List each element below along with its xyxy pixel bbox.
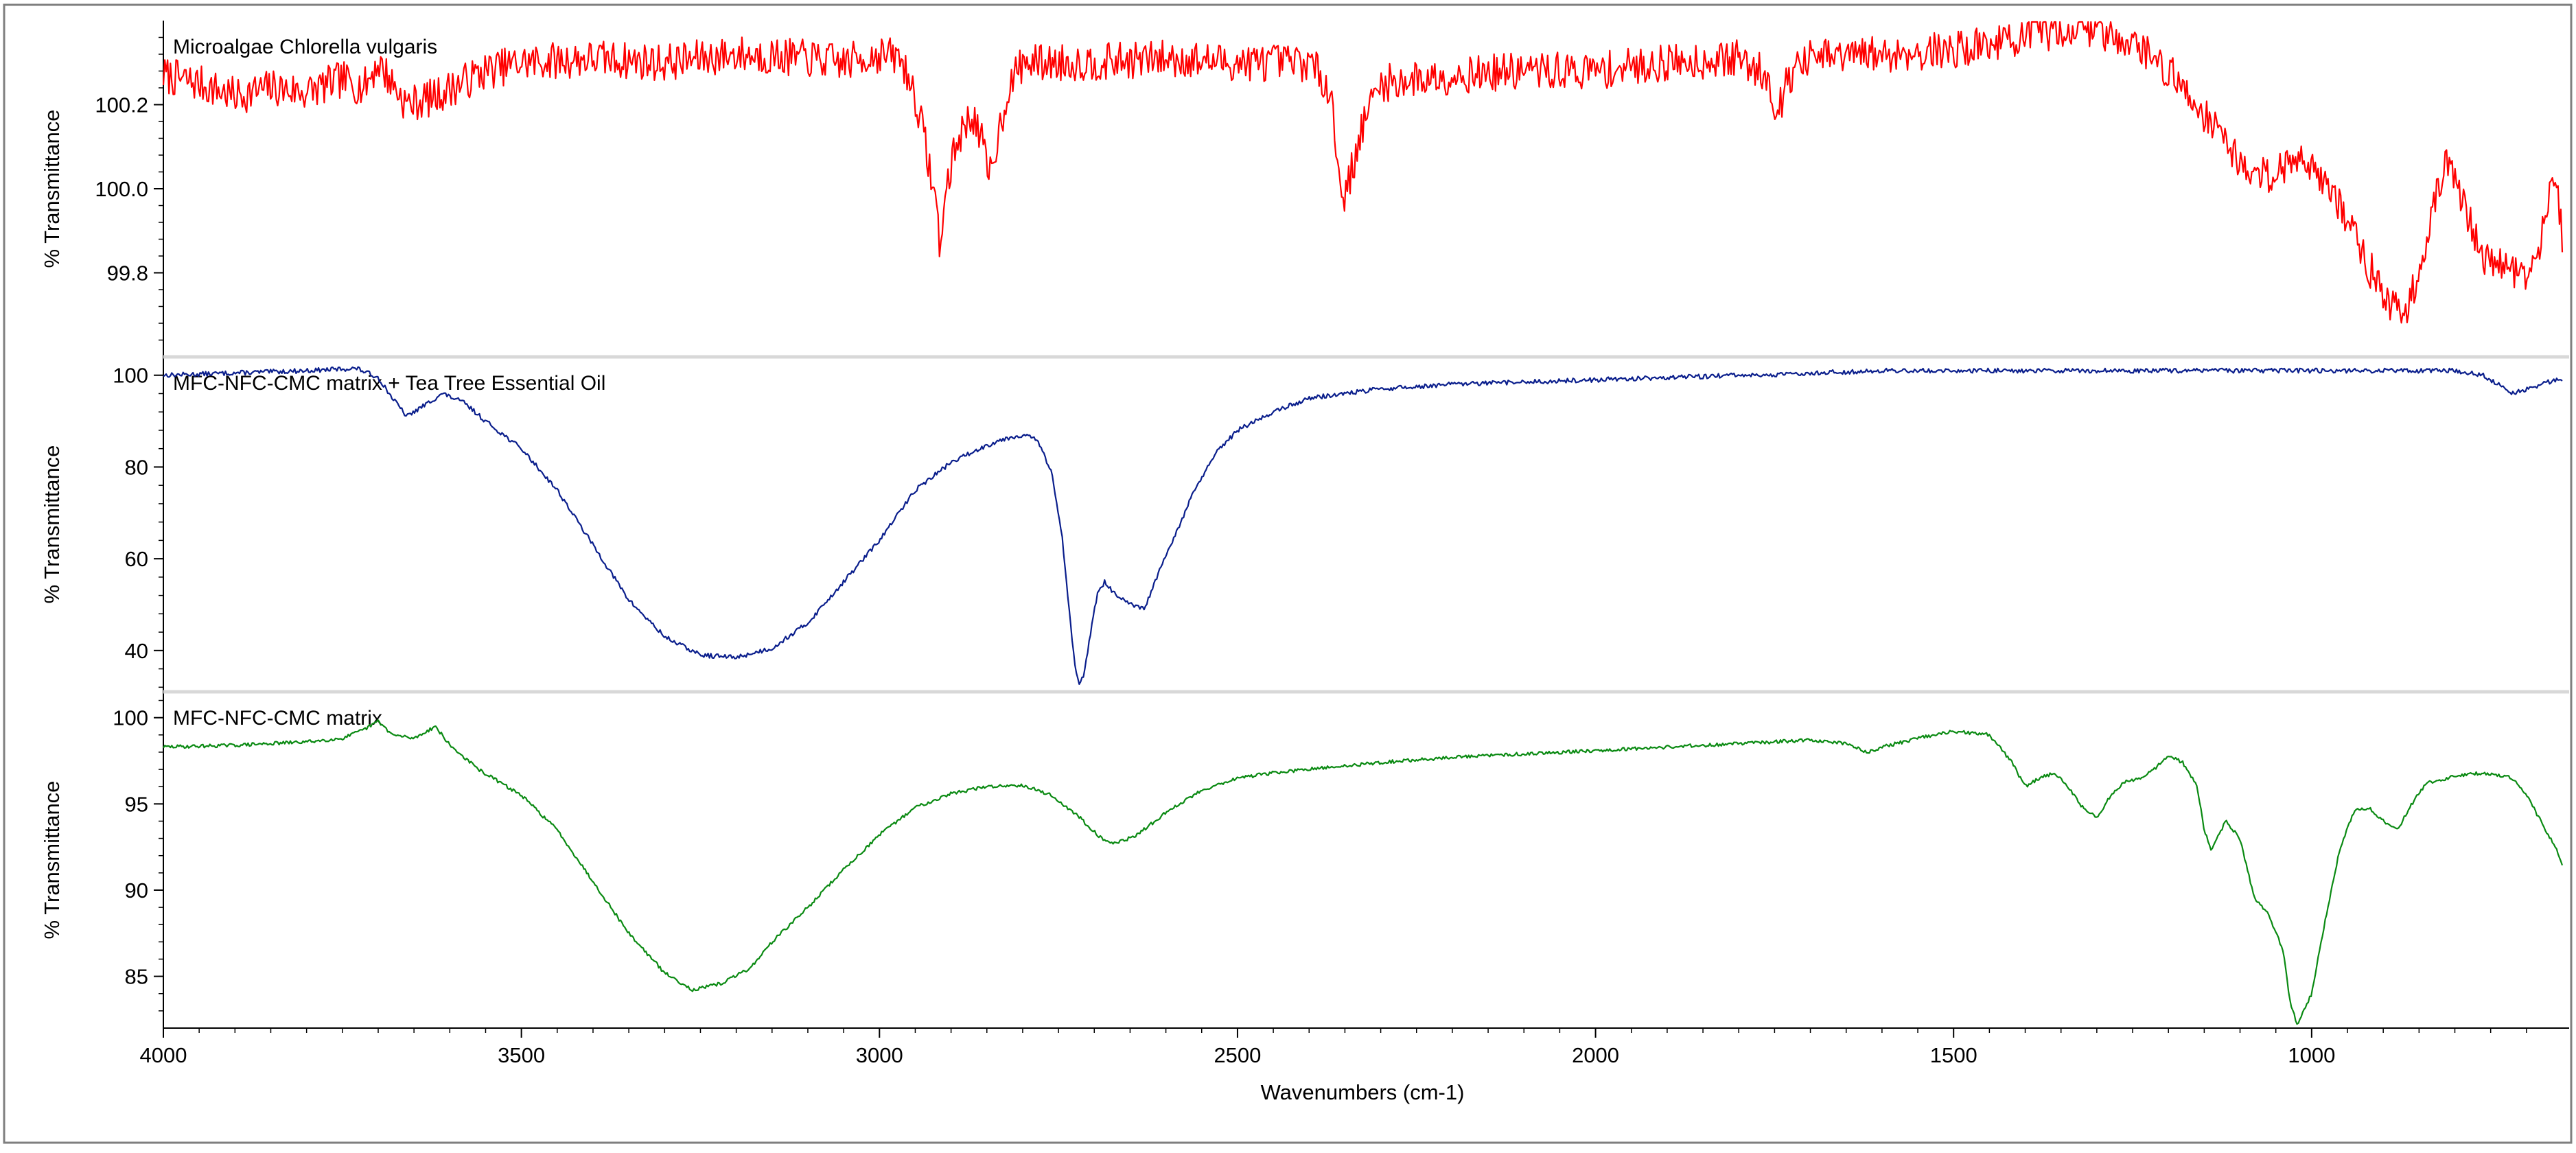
spectrum-panel-1: 99.8 100.0 100.2 % Transmittance Microalgae … [40,21,2564,341]
y-axis-title: % Transmittance [40,781,64,940]
x-tick-label: 1500 [1930,1043,1977,1067]
y-axis-title: % Transmittance [40,110,64,268]
figure-frame [3,3,2573,1144]
spectrum-panel-2: 40 60 80 100 % Transmittance MFC-NFC-CMC matr… [40,355,2569,688]
y-tick-label: 90 [125,878,148,902]
y-tick-label: 60 [125,547,148,571]
x-tick-label: 2000 [1572,1043,1619,1067]
y-tick-label: 95 [125,792,148,816]
y-tick-label: 100 [113,364,148,388]
x-tick-label: 2500 [1214,1043,1261,1067]
x-axis: 4000 3500 3000 2500 2000 1500 1000 [140,1027,2569,1067]
spectrum-line [163,366,2563,685]
y-tick-label: 40 [125,639,148,663]
y-tick-label: 80 [125,455,148,479]
plot-layer: 99.8 100.0 100.2 % Transmittance Microalgae … [40,21,2569,1067]
y-tick-label: 85 [125,965,148,989]
x-tick-label: 3500 [498,1043,545,1067]
panel-title: MFC-NFC-CMC matrix [173,707,382,730]
x-tick-label: 3000 [856,1043,903,1067]
y-tick-label: 99.8 [107,261,148,286]
y-tick-label: 100.0 [95,177,148,201]
y-tick-label: 100 [113,706,148,730]
x-tick-label: 4000 [140,1043,187,1067]
panel-title: MFC-NFC-CMC matrix + Tea Tree Essential … [173,372,605,395]
y-tick-label: 100.2 [95,93,148,117]
x-tick-label: 1000 [2288,1043,2335,1067]
x-axis-title: Wavenumbers (cm-1) [1261,1080,1465,1104]
spectrum-panel-3: 85 90 95 100 % Transmittance MFC-NFC-CMC matr… [40,690,2569,1025]
y-axis-title: % Transmittance [40,445,64,604]
spectrum-line [163,719,2564,1025]
spectrum-line [162,21,2564,324]
panel-title: Microalgae Chlorella vulgaris [173,36,437,58]
